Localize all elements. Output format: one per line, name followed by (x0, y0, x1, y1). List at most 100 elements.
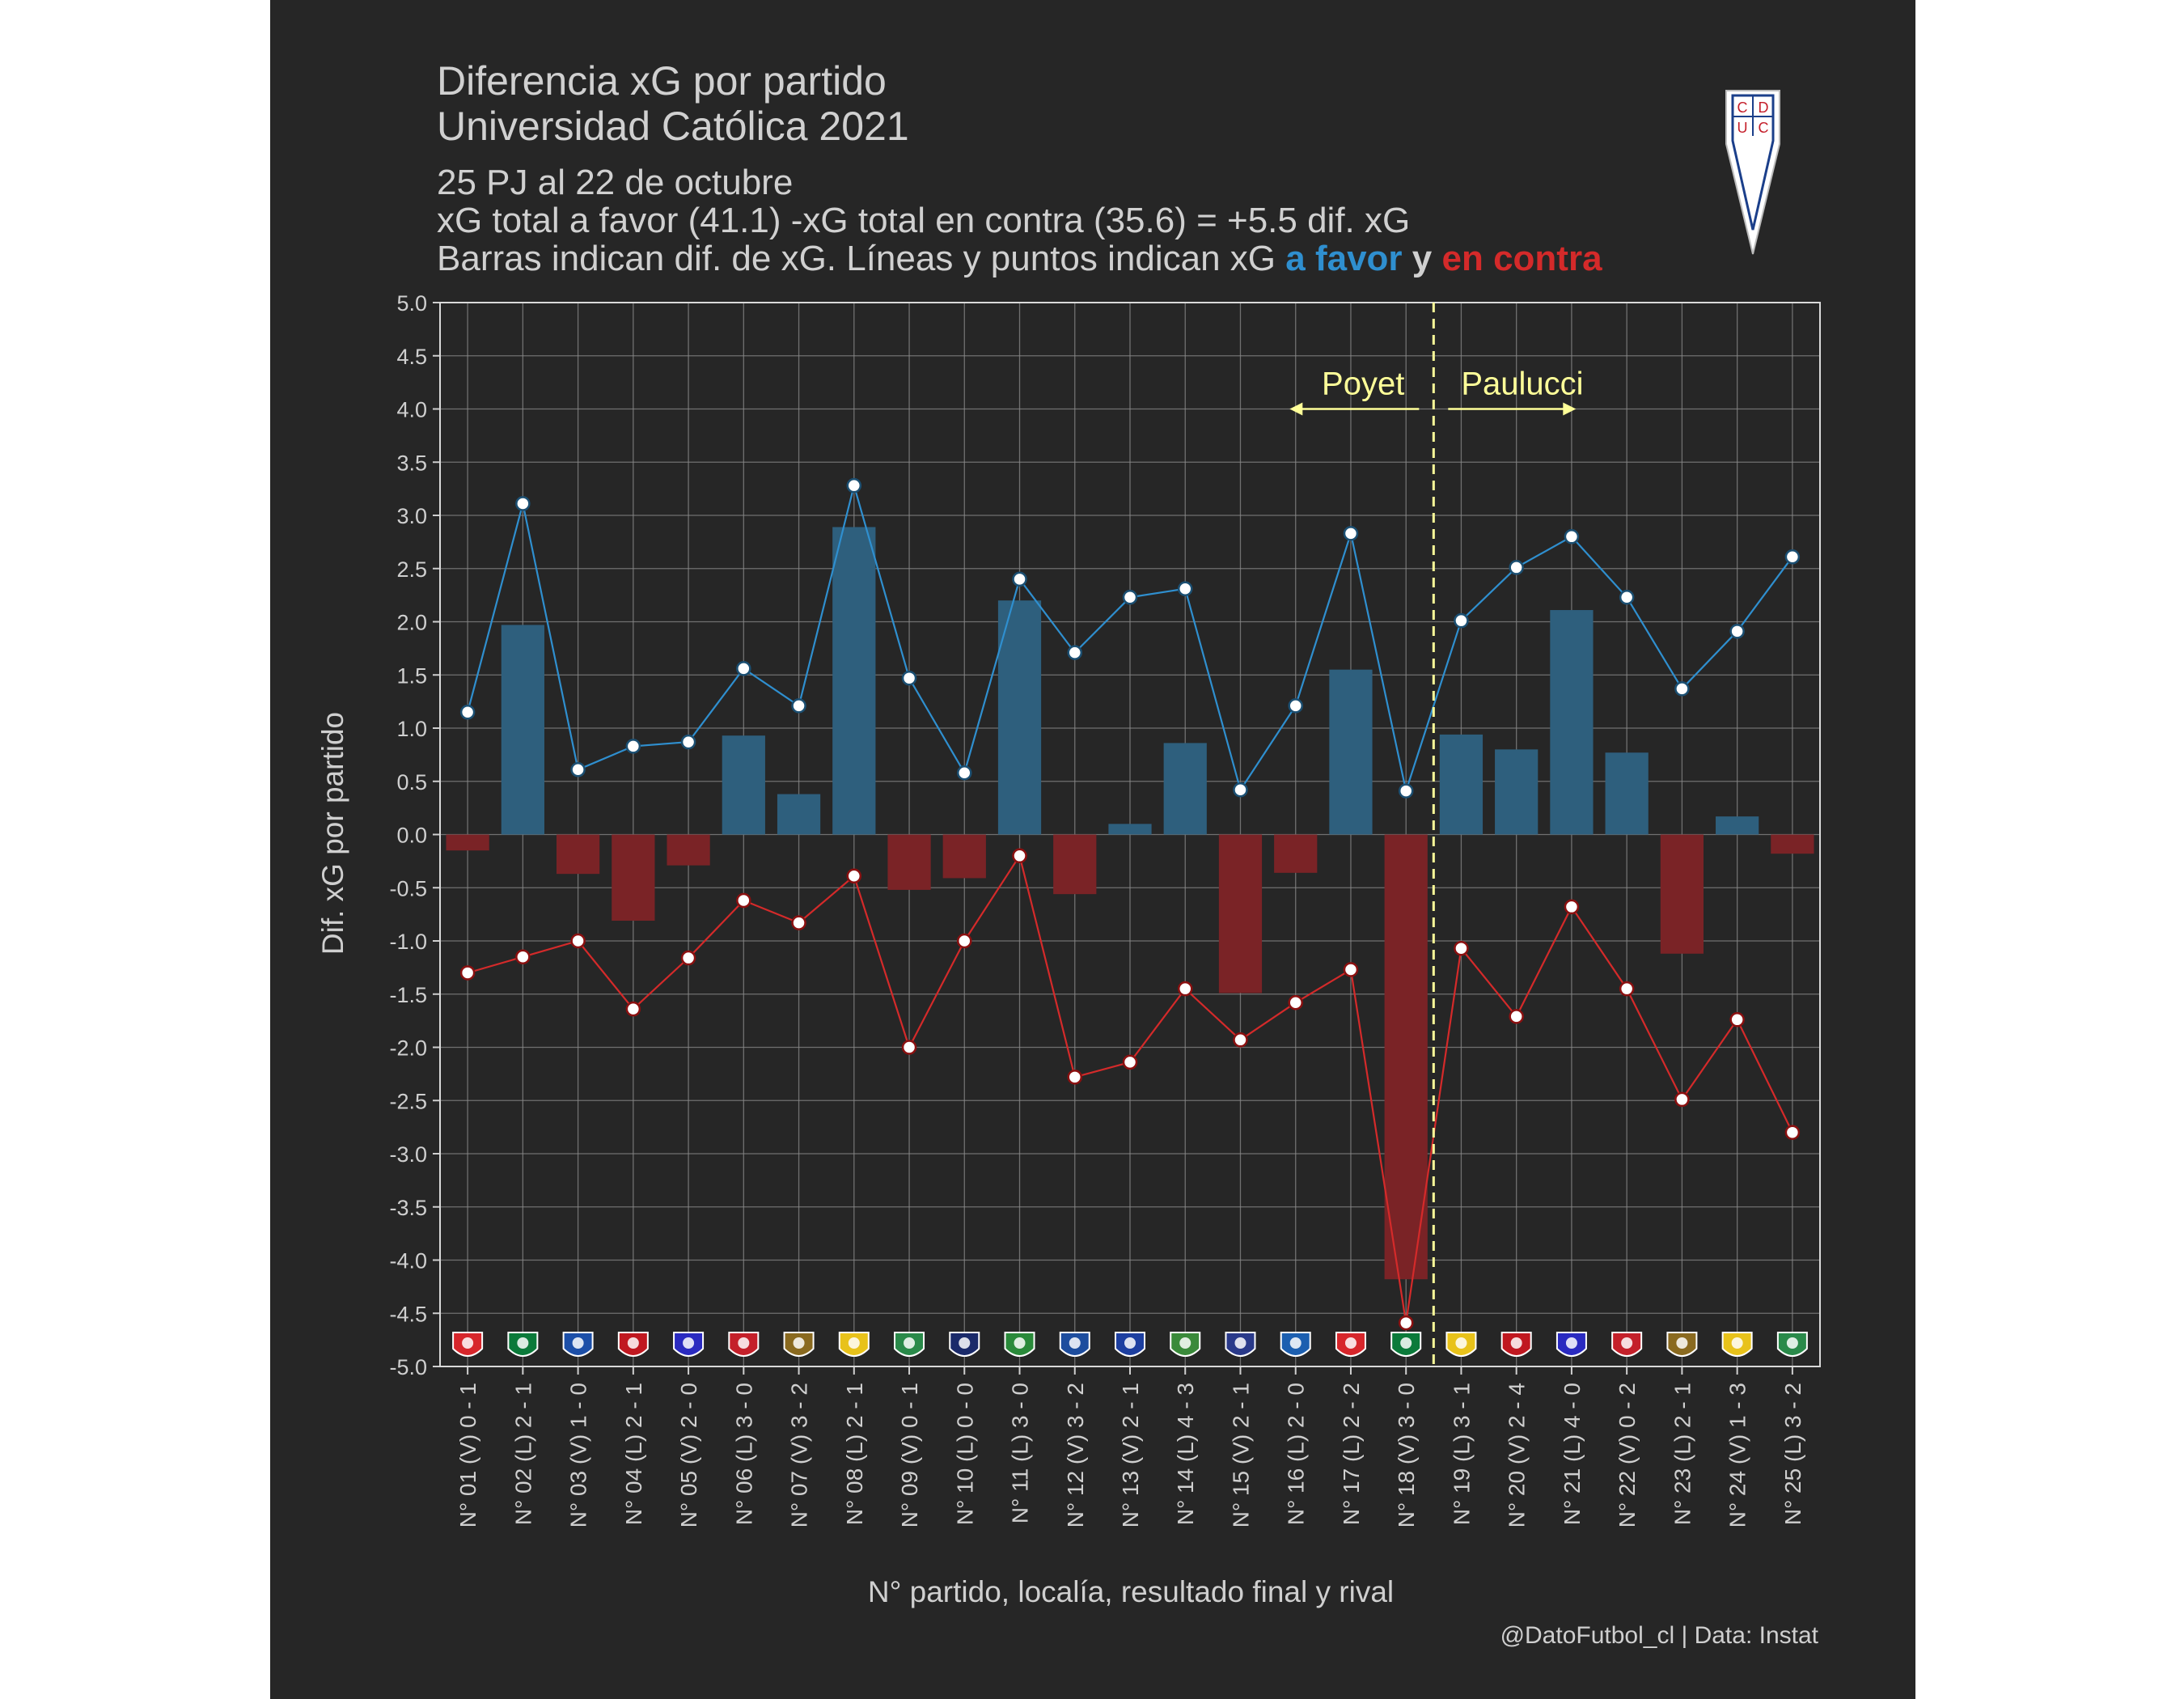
y-tick-label: -4.5 (389, 1302, 427, 1326)
antofagasta-2-badge-emblem (1676, 1337, 1688, 1349)
everton-2-badge (1280, 1332, 1311, 1357)
la-calera-2-badge-emblem (1621, 1337, 1633, 1349)
info-line-3-prefix: Barras indican dif. de xG. Líneas y punt… (437, 239, 1276, 278)
xg-contra-point (1343, 962, 1359, 977)
y-axis-label: Dif. xG por partido (316, 712, 349, 955)
y-tick-label: 4.0 (396, 398, 427, 422)
y-tick-label: -1.5 (389, 983, 427, 1007)
wanderers-badge-emblem (904, 1337, 916, 1349)
xg-diff-bar (667, 834, 710, 866)
points-layer (459, 477, 1801, 1331)
x-tick-label: N° 13 (V) 2 - 1 (1118, 1383, 1143, 1527)
info-line-2: xG total a favor (41.1) -xG total en con… (437, 201, 1411, 240)
xg-diff-bar (612, 834, 655, 922)
xg-contra-point (1012, 848, 1027, 864)
ñublense-badge-emblem (462, 1337, 474, 1349)
x-tick-label: N° 09 (V) 0 - 1 (897, 1383, 922, 1527)
xg-contra-point (515, 949, 531, 964)
la-calera-2-badge (1611, 1332, 1643, 1357)
cobresal-2-badge (1721, 1332, 1753, 1357)
y-tick-label: 5.0 (396, 291, 427, 316)
xg-diff-bar (1163, 743, 1207, 835)
huachipato-2-badge (1225, 1332, 1256, 1357)
xg-favor-point (459, 705, 476, 720)
x-tick-label: N° 10 (L) 0 - 0 (952, 1383, 977, 1525)
xg-diff-bar (556, 834, 600, 875)
x-tick-label: N° 04 (L) 2 - 1 (621, 1383, 646, 1525)
y-tick-label: -3.5 (389, 1196, 427, 1220)
x-tick-label: N° 07 (V) 3 - 2 (787, 1383, 812, 1527)
x-tick-label: N° 18 (V) 3 - 0 (1394, 1383, 1419, 1527)
palestino-badge (507, 1332, 539, 1357)
legend-favor: a favor (1285, 239, 1403, 278)
xg-contra-point (1122, 1054, 1138, 1070)
y-tick-label: 0.5 (396, 770, 427, 794)
xg-diff-bar (1329, 669, 1373, 835)
everton-badge (562, 1332, 594, 1357)
xg-favor-point (570, 762, 586, 777)
info-line-3: Barras indican dif. de xG. Líneas y punt… (437, 239, 1602, 278)
palestino-2-badge (1390, 1332, 1422, 1357)
cobresal-2-badge-emblem (1731, 1337, 1743, 1349)
bars-layer (446, 527, 1814, 1280)
x-tick-label: N° 24 (V) 1 - 3 (1725, 1383, 1750, 1527)
wanderers-badge (894, 1332, 925, 1357)
club-logo: C D U C (1725, 90, 1780, 255)
y-tick-label: 0.0 (396, 824, 427, 848)
xg-diff-bar (777, 794, 821, 835)
xg-diff-bar (1550, 610, 1594, 835)
xg-favor-point (1619, 590, 1635, 605)
xg-contra-point (680, 950, 696, 966)
xg-diff-bar (832, 527, 876, 835)
y-tick-label: -3.0 (389, 1142, 427, 1167)
melipilla-badge (1170, 1332, 1201, 1357)
xg-diff-bar (1605, 752, 1649, 835)
audax-badge (673, 1332, 705, 1357)
xg-diff-bar (1108, 824, 1152, 835)
x-tick-label: N° 01 (V) 0 - 1 (455, 1383, 480, 1527)
logo-letter-4: C (1759, 120, 1769, 136)
legend-contra: en contra (1441, 239, 1602, 278)
xg-contra-point (791, 915, 806, 930)
xg-contra-point (957, 933, 972, 949)
axes-layer: -5.0 -4.5 -4.0 -3.5 -3.0 -2.5 -2.0 -1.5 -1.0 -0.5… (389, 291, 1821, 1527)
xg-favor-point (1454, 612, 1469, 629)
xg-diff-bar (942, 834, 986, 879)
xg-contra-point (459, 965, 476, 981)
x-tick-label: N° 25 (L) 3 - 2 (1780, 1383, 1805, 1525)
poyet-arrow-head (1289, 402, 1303, 416)
annotation-layer: Poyet Paulucci (1289, 303, 1584, 1366)
x-tick-label: N° 17 (L) 2 - 2 (1339, 1383, 1364, 1525)
y-tick-label: -0.5 (389, 876, 427, 900)
xg-contra-point (625, 1001, 641, 1017)
xg-diff-bar (1053, 834, 1097, 895)
xg-favor-point (1122, 590, 1138, 605)
xg-favor-point (1674, 681, 1690, 697)
la-calera-badge-emblem (738, 1337, 750, 1349)
x-tick-label: N° 23 (L) 2 - 1 (1670, 1383, 1695, 1525)
curico-badge-emblem (627, 1337, 639, 1349)
legend-y: y (1412, 239, 1433, 278)
la-calera-badge (728, 1332, 760, 1357)
xg-contra-point (1729, 1012, 1745, 1027)
xg-contra-point (1288, 995, 1303, 1011)
xg-contra-point (901, 1040, 917, 1055)
y-tick-label: -2.5 (389, 1089, 427, 1113)
xg-favor-point (1067, 645, 1083, 660)
xg-diff-bar (1274, 834, 1318, 873)
xg-contra-point (570, 933, 586, 949)
xg-favor-point (901, 670, 917, 686)
xg-diff-bar (1771, 834, 1814, 854)
y-tick-label: 3.5 (396, 451, 427, 475)
x-tick-label: N° 16 (L) 2 - 0 (1284, 1383, 1309, 1525)
xg-favor-point (1509, 560, 1524, 575)
y-tick-label: -1.0 (389, 930, 427, 954)
x-tick-label: N° 14 (L) 4 - 3 (1173, 1383, 1198, 1525)
xg-favor-point (515, 496, 531, 511)
xg-favor-point (625, 739, 641, 754)
x-tick-label: N° 22 (V) 0 - 2 (1615, 1383, 1640, 1527)
xg-contra-point (1067, 1070, 1083, 1085)
xg-diff-bar (501, 625, 544, 835)
xg-contra-point (1398, 1315, 1414, 1331)
colo-colo-badge (949, 1332, 980, 1357)
